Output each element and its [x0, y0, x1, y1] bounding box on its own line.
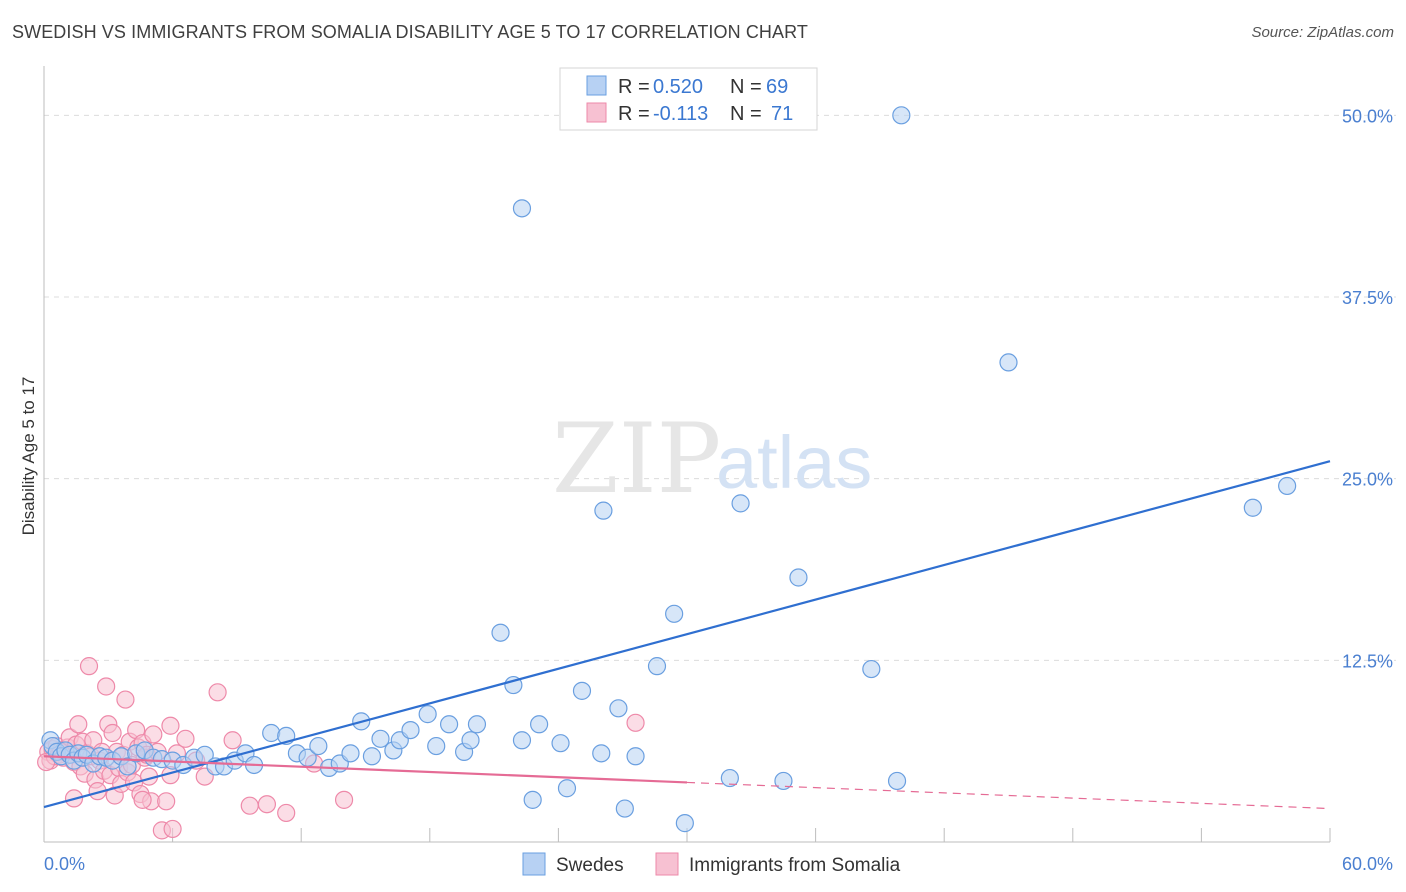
swedes-point [530, 715, 549, 734]
x-tick-labels: 0.0% 60.0% [44, 854, 1393, 874]
swedes-point [647, 657, 667, 676]
y-tick-label: 12.5% [1342, 651, 1393, 671]
somalia-point [176, 729, 195, 748]
swedes-point [427, 736, 446, 756]
somalia-point [334, 790, 354, 809]
swedes-point [362, 747, 382, 766]
somalia-point [103, 723, 122, 743]
swedes-point [557, 779, 577, 798]
swedes-point [862, 659, 881, 679]
y-tick-label: 25.0% [1342, 470, 1393, 490]
swedes-point [572, 681, 592, 700]
somalia-point [116, 690, 135, 709]
bottom-legend-swatch-swedes [522, 852, 546, 876]
trend-line-swedes [43, 460, 1331, 809]
somalia-point [257, 795, 277, 814]
swedes-point [262, 723, 281, 743]
swedes-point [592, 744, 611, 763]
swedes-point [615, 799, 634, 818]
somalia-point [157, 792, 176, 811]
source-label: Source: ZipAtlas.com [1251, 24, 1394, 41]
x-tick-label-min: 0.0% [44, 854, 85, 874]
somalia-point [133, 790, 152, 809]
legend-n-label-somalia: N = [730, 103, 762, 125]
somalia-point [208, 683, 227, 702]
swedes-point [609, 699, 628, 718]
legend-n-value-swedes: 69 [766, 76, 788, 98]
chart-title: SWEDISH VS IMMIGRANTS FROM SOMALIA DISAB… [12, 22, 809, 42]
y-axis-title: Disability Age 5 to 17 [19, 377, 38, 536]
bottom-legend-label-swedes: Swedes [556, 855, 624, 876]
y-tick-label: 37.5% [1342, 288, 1393, 308]
legend-n-value-somalia: 71 [771, 103, 793, 125]
somalia-point [163, 819, 182, 839]
watermark: ZIP atlas [552, 403, 872, 515]
swedes-point [491, 623, 510, 642]
swedes-point [1278, 476, 1297, 496]
swedes-point [118, 757, 137, 776]
somalia-point [277, 803, 296, 823]
swedes-point [371, 729, 390, 748]
bottom-legend-swatch-somalia [655, 852, 679, 876]
somalia-point [69, 715, 88, 734]
somalia-point [626, 713, 645, 732]
somalia-point [161, 716, 180, 735]
grid-lines [44, 114, 1396, 661]
swedes-point [720, 768, 739, 788]
y-tick-labels: 12.5% 25.0% 37.5% 50.0% [1342, 106, 1393, 671]
swedes-point [892, 106, 911, 125]
somalia-point [79, 657, 99, 676]
swedes-point [1243, 498, 1262, 517]
series-legend: Swedes Immigrants from Somalia [522, 852, 901, 876]
swedes-point [467, 715, 487, 734]
swedes-point [512, 199, 532, 218]
swedes-point [309, 736, 328, 756]
stats-legend: R = 0.520 N = 69 R = -0.113 N = 71 [559, 67, 818, 131]
swedes-point [626, 747, 645, 766]
legend-swatch-somalia [586, 102, 607, 123]
trend-line-somalia [43, 755, 688, 784]
watermark-zip: ZIP [552, 403, 721, 515]
somalia-point [97, 677, 116, 696]
swedes-point [594, 501, 613, 520]
y-tick-label: 50.0% [1342, 106, 1393, 126]
somalia-point [223, 731, 242, 750]
trend-lines [43, 460, 1331, 810]
swedes-point [461, 731, 480, 750]
swedes-point [675, 814, 694, 833]
legend-n-label-swedes: N = [730, 76, 762, 98]
swedes-point [341, 744, 360, 763]
somalia-point [240, 796, 259, 815]
legend-r-value-somalia: -0.113 [653, 103, 708, 125]
legend-r-label-somalia: R = [618, 103, 650, 125]
legend-r-value-swedes: 0.520 [653, 76, 703, 98]
legend-swatch-swedes [586, 75, 607, 96]
trend-line-somalia-extrapolated [686, 781, 1331, 810]
swedes-point [887, 771, 907, 791]
somalia-point [144, 725, 163, 744]
swedes-point [418, 705, 437, 724]
swedes-point [789, 568, 808, 587]
swedes-point [512, 731, 532, 750]
swedes-point [401, 720, 420, 740]
swedes-point [774, 771, 793, 791]
swedes-point [999, 353, 1018, 372]
swedes-point [665, 604, 684, 623]
x-tick-label-max: 60.0% [1342, 854, 1393, 874]
swedes-point [439, 715, 459, 734]
swedes-point [731, 494, 750, 513]
swedes-point [523, 790, 542, 809]
legend-r-label-swedes: R = [618, 76, 650, 98]
swedes-point [551, 734, 570, 753]
bottom-legend-label-somalia: Immigrants from Somalia [689, 855, 901, 876]
watermark-atlas: atlas [716, 421, 872, 504]
